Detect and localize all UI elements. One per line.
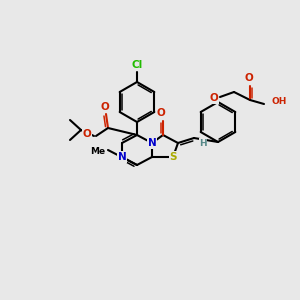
- Text: S: S: [169, 152, 177, 162]
- Text: Cl: Cl: [131, 60, 142, 70]
- Text: N: N: [118, 152, 126, 162]
- Text: O: O: [100, 102, 109, 112]
- Text: H: H: [199, 139, 207, 148]
- Text: O: O: [82, 129, 91, 139]
- Text: O: O: [157, 108, 165, 118]
- Text: OH: OH: [272, 98, 287, 106]
- Text: Me: Me: [90, 146, 105, 155]
- Text: N: N: [148, 138, 156, 148]
- Text: O: O: [244, 73, 253, 83]
- Text: O: O: [210, 93, 218, 103]
